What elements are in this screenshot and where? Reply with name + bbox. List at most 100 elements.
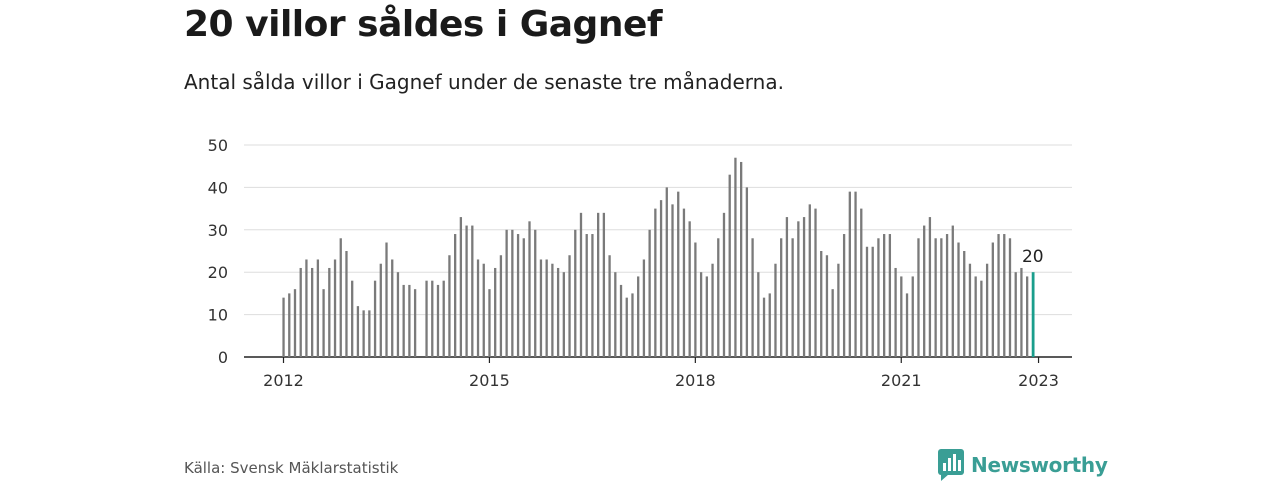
bar — [591, 234, 594, 357]
bar — [425, 280, 428, 357]
bar — [865, 246, 869, 357]
highlight-value-label: 20 — [1022, 247, 1044, 267]
bar — [516, 234, 520, 357]
bar — [911, 276, 914, 357]
bar — [614, 272, 617, 357]
bar — [957, 242, 960, 357]
bar — [511, 229, 514, 357]
bar — [368, 310, 371, 357]
bar — [373, 280, 377, 357]
bar — [528, 221, 531, 357]
bar — [1008, 238, 1012, 357]
bar — [408, 284, 411, 357]
bar — [579, 212, 583, 357]
bar — [1026, 276, 1029, 357]
newsworthy-logo-icon — [938, 449, 964, 481]
bars — [282, 157, 1035, 357]
bar — [963, 251, 966, 357]
bar-highlight — [1031, 272, 1035, 357]
bar — [814, 208, 817, 357]
bar — [831, 289, 834, 357]
bar — [934, 238, 937, 357]
bar — [905, 293, 909, 357]
bar — [637, 276, 640, 357]
y-tick-label: 0 — [218, 348, 228, 367]
bar — [379, 263, 382, 357]
bar — [305, 259, 308, 357]
bar — [848, 191, 851, 357]
bar — [705, 276, 708, 357]
bar — [311, 267, 314, 357]
bar — [877, 238, 880, 357]
bar — [545, 259, 548, 357]
bar — [293, 289, 297, 357]
bar — [951, 225, 954, 357]
bar — [717, 238, 720, 357]
bar — [837, 263, 840, 357]
bar — [728, 174, 731, 357]
bar — [883, 234, 886, 357]
bar — [900, 276, 903, 357]
gridlines — [244, 144, 1072, 363]
bar — [413, 289, 417, 357]
bar — [894, 267, 897, 357]
bar — [1003, 234, 1006, 357]
bar — [339, 238, 342, 357]
bar — [391, 259, 394, 357]
bar — [396, 272, 400, 357]
bar — [665, 187, 668, 357]
bar — [488, 289, 491, 357]
bar — [871, 246, 874, 357]
bar — [791, 238, 794, 357]
bar — [499, 255, 503, 357]
bar — [602, 212, 606, 357]
newsworthy-brand-name: Newsworthy — [971, 453, 1108, 477]
bar — [568, 255, 571, 357]
bar — [654, 208, 657, 357]
bar — [505, 229, 508, 357]
bar — [522, 238, 525, 357]
bar — [471, 225, 474, 357]
y-tick-label: 20 — [208, 263, 228, 282]
bar — [997, 234, 1000, 357]
bar — [494, 267, 497, 357]
bar — [482, 263, 485, 357]
bar — [688, 221, 691, 357]
bar — [299, 267, 302, 357]
bar — [711, 263, 714, 357]
bar — [448, 255, 451, 357]
bar — [740, 161, 743, 357]
bar — [597, 212, 600, 357]
bar — [436, 284, 440, 357]
bar — [608, 255, 611, 357]
bar — [585, 234, 588, 357]
bar — [362, 310, 365, 357]
bar — [551, 263, 554, 357]
bar — [333, 259, 337, 357]
source-note: Källa: Svensk Mäklarstatistik — [184, 459, 399, 477]
bar — [780, 238, 783, 357]
bar — [974, 276, 977, 357]
chart-title: 20 villor såldes i Gagnef — [184, 4, 663, 45]
bar — [825, 255, 829, 357]
bar — [820, 251, 823, 357]
bar — [923, 225, 926, 357]
bar — [991, 242, 994, 357]
bar — [625, 297, 628, 357]
bar — [734, 157, 737, 357]
bar — [985, 263, 989, 357]
bar — [854, 191, 857, 357]
bar — [751, 238, 754, 357]
bar — [454, 234, 457, 357]
y-tick-label: 30 — [208, 221, 228, 240]
bar — [945, 234, 949, 357]
x-tick-label: 2015 — [469, 371, 510, 390]
y-tick-label: 50 — [208, 136, 228, 155]
bar — [762, 297, 766, 357]
bar — [402, 284, 405, 357]
bar — [322, 289, 325, 357]
bar — [682, 208, 686, 357]
bar — [648, 229, 651, 357]
bar — [917, 238, 920, 357]
bar — [356, 306, 360, 357]
